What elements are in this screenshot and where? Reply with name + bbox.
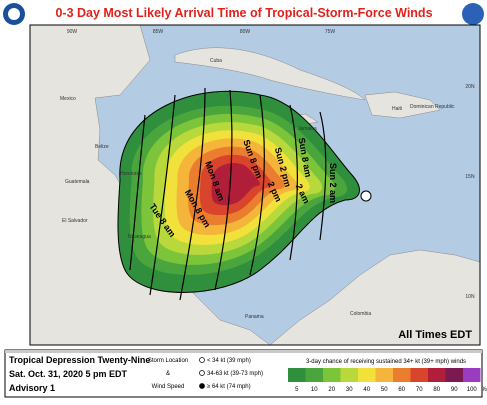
scale-label: 30 (346, 387, 353, 393)
latitude-label: 15N (465, 174, 475, 180)
scale-swatch (341, 368, 359, 382)
scale-label: 90 (451, 387, 458, 393)
scale-swatch (306, 368, 324, 382)
scale-swatch (288, 368, 306, 382)
time-label: Sun 2 am (328, 163, 338, 203)
scale-swatch (358, 368, 376, 382)
key-title: Wind Speed (152, 384, 185, 390)
scale-title: 3-day chance of receiving sustained 34+ … (306, 359, 466, 365)
key-symbol (200, 384, 205, 389)
place-label: El Salvador (62, 218, 88, 224)
key-title: & (166, 371, 170, 377)
longitude-label: 75W (325, 29, 336, 35)
scale-label: 100 (467, 387, 478, 393)
nws-logo (462, 3, 484, 25)
place-label: Mexico (60, 96, 76, 102)
place-label: Colombia (350, 311, 371, 317)
latitude-label: 20N (465, 84, 475, 90)
key-symbol (200, 358, 205, 363)
map: Mexico Belize Guatemala El Salvador Honduras… (30, 25, 480, 345)
footer-bar (5, 350, 482, 353)
latitude-label: 10N (465, 294, 475, 300)
scale-swatch (411, 368, 429, 382)
scale-unit: % (482, 387, 487, 393)
scale-swatch (463, 368, 481, 382)
place-label: Cuba (210, 58, 222, 64)
title: 0-3 Day Most Likely Arrival Time of Trop… (55, 6, 432, 20)
key-label: < 34 kt (39 mph) (207, 358, 251, 364)
scale-swatch (393, 368, 411, 382)
key-symbol (200, 371, 205, 376)
place-label: Honduras (120, 171, 142, 177)
key-title: Storm Location (148, 358, 188, 364)
scale-label: 80 (433, 387, 440, 393)
place-label: Dominican Republic (410, 104, 455, 110)
longitude-label: 85W (153, 29, 164, 35)
scale-swatch (428, 368, 446, 382)
scale-label: 20 (328, 387, 335, 393)
scale-label: 40 (363, 387, 370, 393)
longitude-label: 90W (67, 29, 78, 35)
place-label: Jamaica (298, 126, 317, 132)
key-label: ≥ 64 kt (74 mph) (207, 384, 251, 390)
scale-label: 70 (416, 387, 423, 393)
place-label: Haiti (392, 106, 402, 112)
place-label: Guatemala (65, 179, 90, 185)
place-label: Panama (245, 314, 264, 320)
noaa-logo-inner (8, 8, 20, 20)
scale-swatch (446, 368, 464, 382)
place-label: Nicaragua (128, 234, 151, 240)
note: All Times EDT (398, 329, 472, 341)
scale-label: 10 (311, 387, 318, 393)
date: Sat. Oct. 31, 2020 5 pm EDT (9, 369, 128, 379)
key-label: 34-63 kt (39-73 mph) (207, 371, 263, 377)
scale-swatch (376, 368, 394, 382)
scale-label: 50 (381, 387, 388, 393)
storm-location (361, 191, 371, 201)
longitude-label: 80W (240, 29, 251, 35)
scale-swatch (323, 368, 341, 382)
scale-label: 60 (398, 387, 405, 393)
advisory: Advisory 1 (9, 383, 55, 393)
place-label: Belize (95, 144, 109, 150)
storm-name: Tropical Depression Twenty-Nine (9, 355, 150, 365)
